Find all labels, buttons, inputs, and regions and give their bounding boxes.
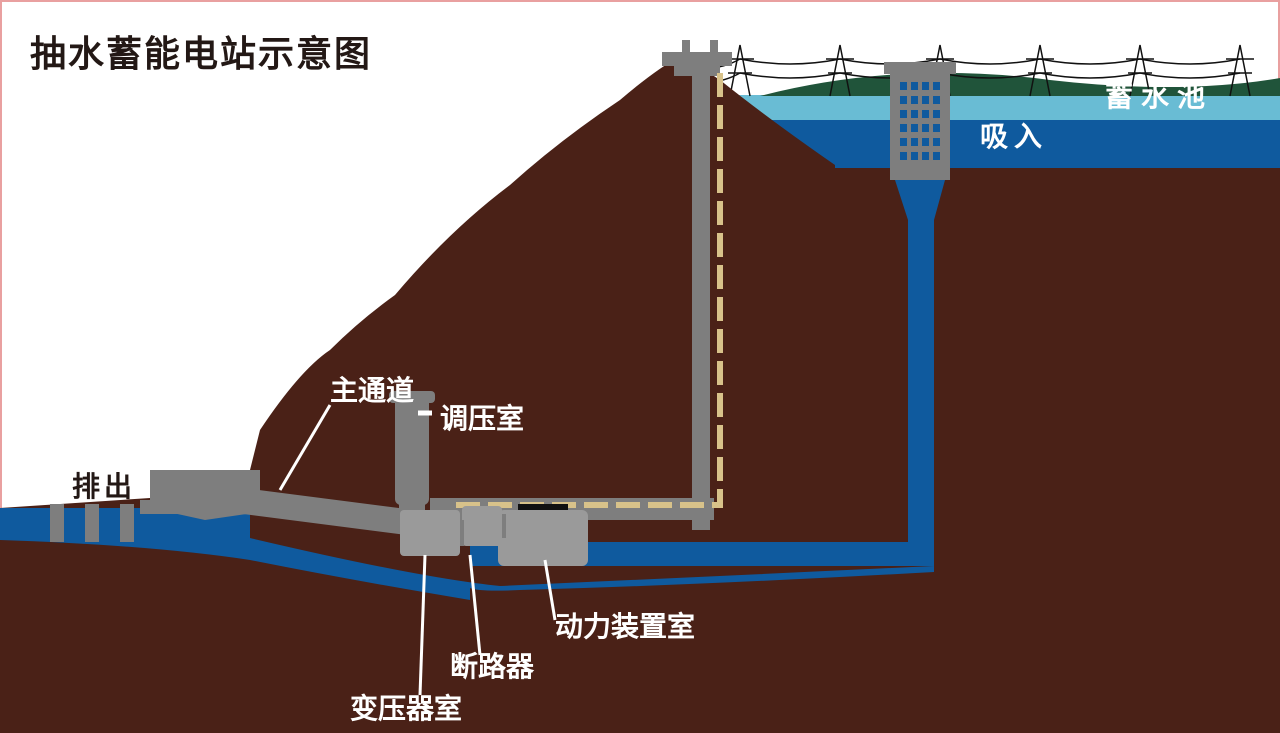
label-intake: 吸入 bbox=[980, 122, 1048, 153]
label-breaker: 断路器 bbox=[450, 650, 535, 683]
label-surge: 调压室 bbox=[440, 402, 524, 435]
diagram-title: 抽水蓄能电站示意图 bbox=[30, 34, 372, 74]
label-reservoir: 蓄水池 bbox=[1105, 81, 1213, 113]
label-transformer: 变压器室 bbox=[350, 692, 462, 725]
label-power: 动力装置室 bbox=[555, 610, 695, 643]
label-discharge: 排出 bbox=[72, 471, 136, 503]
label-main_tunnel: 主通道 bbox=[330, 374, 414, 407]
